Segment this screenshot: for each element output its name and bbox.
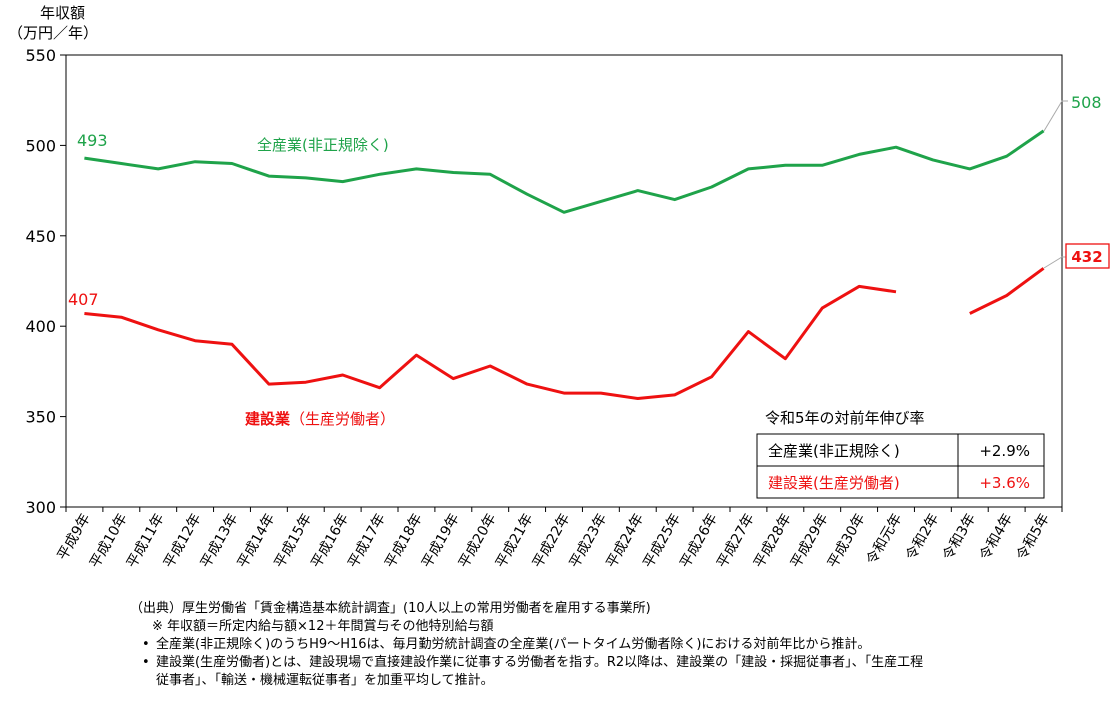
note-1: • 全産業(非正規除く)のうちH9～H16は、毎月勤労統計調査の全産業(パートタイ… — [130, 636, 1100, 654]
note-source: （出典）厚生労働省「賃金構造基本統計調査」(10人以上の常用労働者を雇用する事業… — [130, 601, 651, 616]
data-label-first-all: 493 — [77, 131, 108, 150]
note-2: • 建設業(生産労働者)とは、建設現場で直接建設作業に従事する労働者を指す。R2以… — [130, 654, 1100, 672]
plot-frame — [65, 54, 1063, 508]
y-tick-label: 300 — [25, 498, 56, 517]
y-axis-title-line1: 年収額 — [40, 4, 85, 22]
data-label-first-construction: 407 — [68, 290, 99, 309]
y-axis-ticks: 300 350 400 450 500 550 — [25, 46, 66, 517]
x-tick-label: 令和元年 — [864, 511, 906, 567]
y-tick-label: 550 — [25, 46, 56, 65]
x-tick-label: 平成30年 — [825, 511, 869, 571]
footnotes: （出典）厚生労働省「賃金構造基本統計調査」(10人以上の常用労働者を雇用する事業… — [130, 600, 1100, 690]
growth-table: 令和5年の対前年伸び率 全産業(非正規除く) +2.9% 建設業(生産労働者) … — [756, 409, 1045, 499]
series-label-construction: 建設業（生産労働者） — [245, 410, 395, 428]
series-label-all: 全産業(非正規除く) — [257, 136, 389, 154]
x-tick-label: 令和2年 — [903, 511, 942, 563]
y-tick-label: 400 — [25, 317, 56, 336]
note-1-text: 全産業(非正規除く)のうちH9～H16は、毎月勤労統計調査の全産業(パートタイム… — [156, 637, 871, 652]
leader-line-all — [1043, 100, 1068, 132]
note-2-text: 建設業(生産労働者)とは、建設現場で直接建設作業に従事する労働者を指す。R2以降… — [156, 655, 924, 670]
series-line-0 — [84, 129, 1045, 214]
data-label-last-construction: 432 — [1071, 248, 1102, 266]
x-tick-label: 令和5年 — [1014, 511, 1053, 563]
note-2-continued: 従事者」、「輸送・機械運転従事者」を加重平均して推計。 — [156, 673, 494, 688]
series-label-construction-main: 建設業 — [245, 410, 291, 428]
x-tick-label: 平成9年 — [55, 511, 94, 563]
y-tick-label: 500 — [25, 136, 56, 155]
growth-table-row2-label: 建設業(生産労働者) — [768, 474, 900, 492]
y-tick-label: 350 — [25, 408, 56, 427]
x-tick-label: 令和4年 — [977, 511, 1016, 563]
x-tick-label: 令和3年 — [940, 511, 979, 563]
data-label-last-construction-box — [1065, 243, 1110, 269]
data-label-last-all: 508 — [1071, 93, 1102, 112]
note-2-bullet: • — [142, 655, 150, 670]
chart: 年収額 （万円／年） 300 350 400 450 500 550 平成9年平成10年平… — [8, 4, 1110, 571]
growth-table-row1-value: +2.9% — [979, 442, 1030, 460]
growth-table-row2-value: +3.6% — [979, 474, 1030, 492]
y-tick-label: 450 — [25, 227, 56, 246]
note-formula: ※ 年収額＝所定内給与額×12＋年間賞与その他特別給与額 — [152, 619, 494, 634]
y-axis-title-line2: （万円／年） — [8, 24, 98, 42]
x-axis-ticks: 平成9年平成10年平成11年平成12年平成13年平成14年平成15年平成16年平… — [55, 507, 1063, 571]
series-label-construction-suffix: （生産労働者） — [290, 410, 395, 428]
series-line-1 — [969, 267, 1045, 315]
note-1-bullet: • — [142, 637, 150, 652]
series-lines — [84, 129, 1045, 400]
leader-line-construction — [1043, 256, 1066, 269]
series-line-1 — [84, 284, 897, 400]
y-axis-title: 年収額 （万円／年） — [8, 4, 98, 42]
growth-table-row1-label: 全産業(非正規除く) — [768, 442, 900, 460]
growth-table-title: 令和5年の対前年伸び率 — [765, 409, 925, 427]
